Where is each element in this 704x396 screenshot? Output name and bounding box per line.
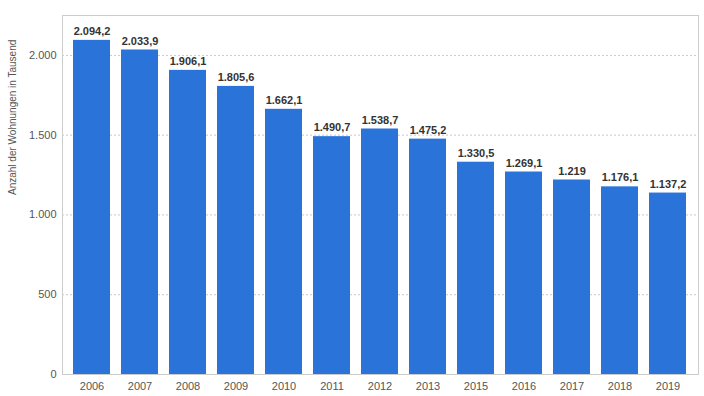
svg-text:1.269,1: 1.269,1: [506, 157, 543, 169]
svg-text:500: 500: [38, 288, 56, 300]
svg-text:1.538,7: 1.538,7: [362, 114, 399, 126]
svg-text:2019: 2019: [656, 380, 680, 392]
svg-text:1.330,5: 1.330,5: [458, 147, 495, 159]
svg-text:2013: 2013: [416, 380, 440, 392]
svg-text:2.033,9: 2.033,9: [122, 34, 159, 46]
svg-text:1.000: 1.000: [29, 208, 57, 220]
svg-text:2018: 2018: [608, 380, 632, 392]
svg-text:2017: 2017: [560, 380, 584, 392]
svg-text:1.500: 1.500: [29, 129, 57, 141]
svg-text:2011: 2011: [320, 380, 344, 392]
svg-text:1.475,2: 1.475,2: [410, 124, 447, 136]
svg-text:1.662,1: 1.662,1: [266, 94, 303, 106]
svg-text:2012: 2012: [368, 380, 392, 392]
svg-text:2006: 2006: [80, 380, 104, 392]
svg-text:2008: 2008: [176, 380, 200, 392]
svg-text:2009: 2009: [224, 380, 248, 392]
svg-text:1.219: 1.219: [558, 165, 586, 177]
svg-text:2.094,2: 2.094,2: [74, 25, 111, 37]
svg-text:1.906,1: 1.906,1: [170, 55, 207, 67]
svg-text:Anzahl der Wohnungen in Tausen: Anzahl der Wohnungen in Tausend: [7, 40, 18, 195]
svg-text:1.176,1: 1.176,1: [602, 171, 639, 183]
svg-text:1.805,6: 1.805,6: [218, 71, 255, 83]
svg-text:2010: 2010: [272, 380, 296, 392]
svg-text:2.000: 2.000: [29, 49, 57, 61]
svg-text:2015: 2015: [464, 380, 488, 392]
svg-text:2016: 2016: [512, 380, 536, 392]
svg-text:2007: 2007: [128, 380, 152, 392]
svg-text:1.490,7: 1.490,7: [314, 121, 351, 133]
svg-text:1.137,2: 1.137,2: [650, 178, 687, 190]
svg-text:0: 0: [50, 368, 56, 380]
